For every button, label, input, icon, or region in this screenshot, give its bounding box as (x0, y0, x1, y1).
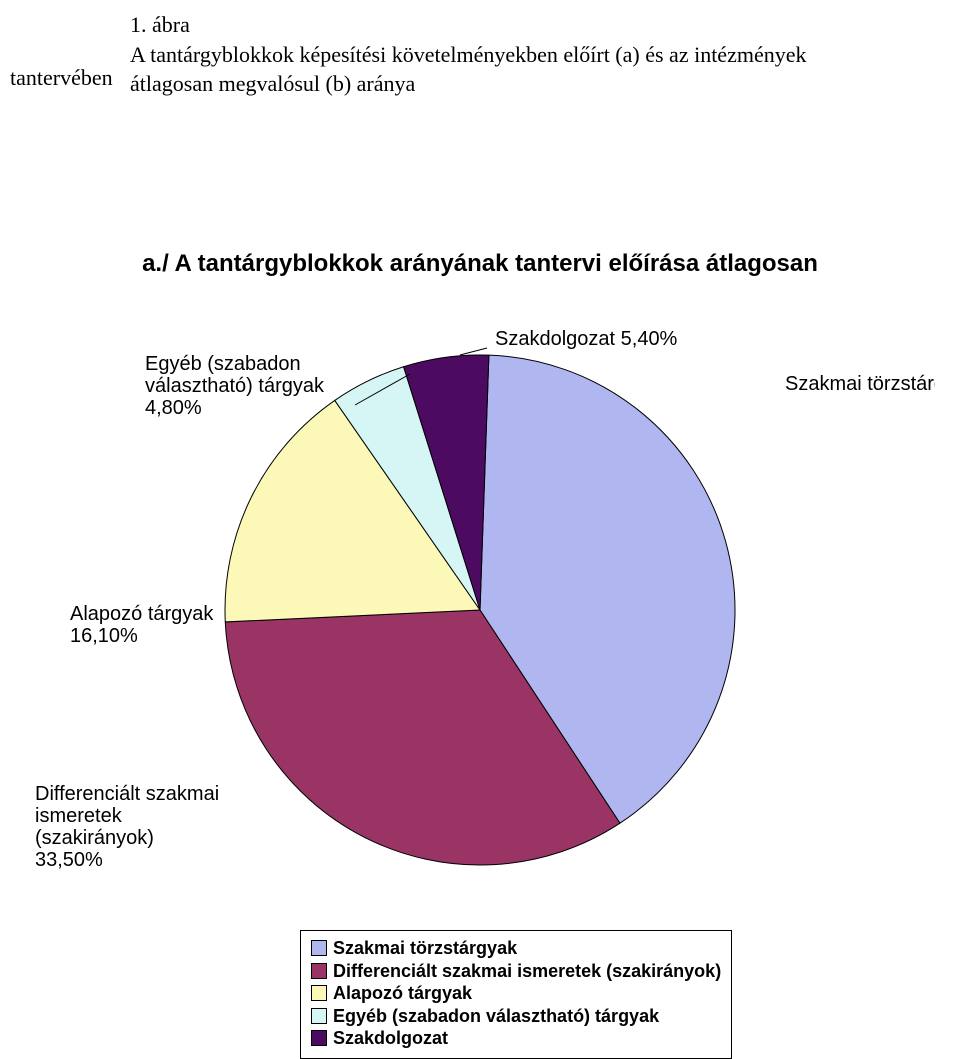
legend-text: Alapozó tárgyak (333, 982, 472, 1005)
chart-legend: Szakmai törzstárgyakDifferenciált szakma… (300, 930, 732, 1059)
legend-item: Szakdolgozat (311, 1027, 721, 1050)
leader-line (460, 348, 487, 355)
chart-title-wrap: a./ A tantárgyblokkok arányának tantervi… (0, 250, 960, 278)
slice-label-szakdolgozat: Szakdolgozat 5,40% (495, 330, 678, 350)
legend-item: Egyéb (szabadon választható) tárgyak (311, 1005, 721, 1028)
slice-label-szakmai_torzs: Szakmai törzstárgyak 40,20% (785, 373, 935, 395)
header-block: tantervében 1. ábra A tantárgyblokkok ké… (10, 10, 950, 99)
header-left-word: tantervében (10, 65, 113, 91)
header-line2: A tantárgyblokkok képesítési követelmény… (130, 40, 950, 70)
page: tantervében 1. ábra A tantárgyblokkok ké… (0, 0, 960, 1045)
pie-chart: Szakmai törzstárgyak 40,20% Differenciált… (25, 330, 935, 920)
legend-swatch (311, 963, 327, 979)
legend-swatch (311, 985, 327, 1001)
header-line3: átlagosan megvalósul (b) aránya (130, 69, 950, 99)
legend-text: Szakdolgozat (333, 1027, 448, 1050)
legend-item: Differenciált szakmai ismeretek (szakirá… (311, 960, 721, 983)
legend-item: Szakmai törzstárgyak (311, 937, 721, 960)
header-line1: 1. ábra (130, 10, 950, 40)
legend-item: Alapozó tárgyak (311, 982, 721, 1005)
slice-label-differencialt: Differenciált szakmaiismeretek(szakirány… (35, 783, 219, 871)
slice-label-alapozo: Alapozó tárgyak16,10% (70, 603, 214, 647)
legend-swatch (311, 940, 327, 956)
legend-swatch (311, 1030, 327, 1046)
legend-text: Egyéb (szabadon választható) tárgyak (333, 1005, 659, 1028)
slice-label-egyeb: Egyéb (szabadonválasztható) tárgyak4,80% (145, 353, 325, 419)
legend-text: Differenciált szakmai ismeretek (szakirá… (333, 960, 721, 983)
chart-title: a./ A tantárgyblokkok arányának tantervi… (0, 250, 960, 278)
chart-area: Szakmai törzstárgyak 40,20% Differenciált… (25, 330, 935, 920)
legend-text: Szakmai törzstárgyak (333, 937, 517, 960)
legend-swatch (311, 1008, 327, 1024)
header-title: 1. ábra A tantárgyblokkok képesítési köv… (130, 10, 950, 99)
